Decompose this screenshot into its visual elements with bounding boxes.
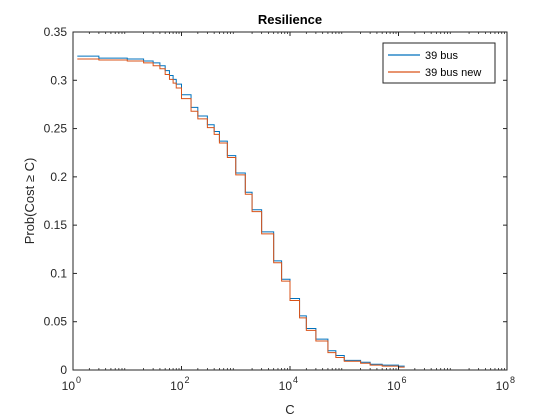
- legend-box: [382, 42, 496, 84]
- x-tick-label-base: 10: [170, 379, 184, 393]
- x-tick-label-base: 10: [387, 379, 401, 393]
- y-tick-label: 0.35: [44, 25, 68, 39]
- chart-title: Resilience: [258, 12, 322, 27]
- y-axis-label: Prob(Cost ≥ C): [22, 158, 37, 245]
- y-tick-label: 0.1: [50, 266, 67, 280]
- legend: 39 bus 39 bus new: [382, 42, 496, 84]
- x-tick-label-exponent: 8: [510, 375, 515, 385]
- legend-label-39-bus-new: 39 bus new: [425, 67, 481, 79]
- y-tick-label: 0.2: [50, 170, 67, 184]
- y-tick-label: 0.3: [50, 73, 67, 87]
- y-tick-label: 0: [60, 363, 67, 377]
- y-tick-label: 0.05: [44, 315, 68, 329]
- series-layer: [77, 55, 405, 368]
- series-line-39-bus-new: [77, 58, 405, 368]
- y-tick-label: 0.25: [44, 122, 68, 136]
- x-tick-label-exponent: 4: [293, 375, 298, 385]
- x-axis-label: C: [285, 402, 294, 417]
- y-tick-label: 0.15: [44, 218, 68, 232]
- x-tick-label-base: 10: [279, 379, 293, 393]
- x-tick-label-exponent: 2: [185, 375, 190, 385]
- x-tick-label-exponent: 6: [402, 375, 407, 385]
- x-tick-label-base: 10: [496, 379, 510, 393]
- legend-label-39-bus: 39 bus: [425, 50, 459, 62]
- plot-area: [73, 32, 507, 370]
- x-tick-label-base: 10: [62, 379, 76, 393]
- x-tick-label-exponent: 0: [76, 375, 81, 385]
